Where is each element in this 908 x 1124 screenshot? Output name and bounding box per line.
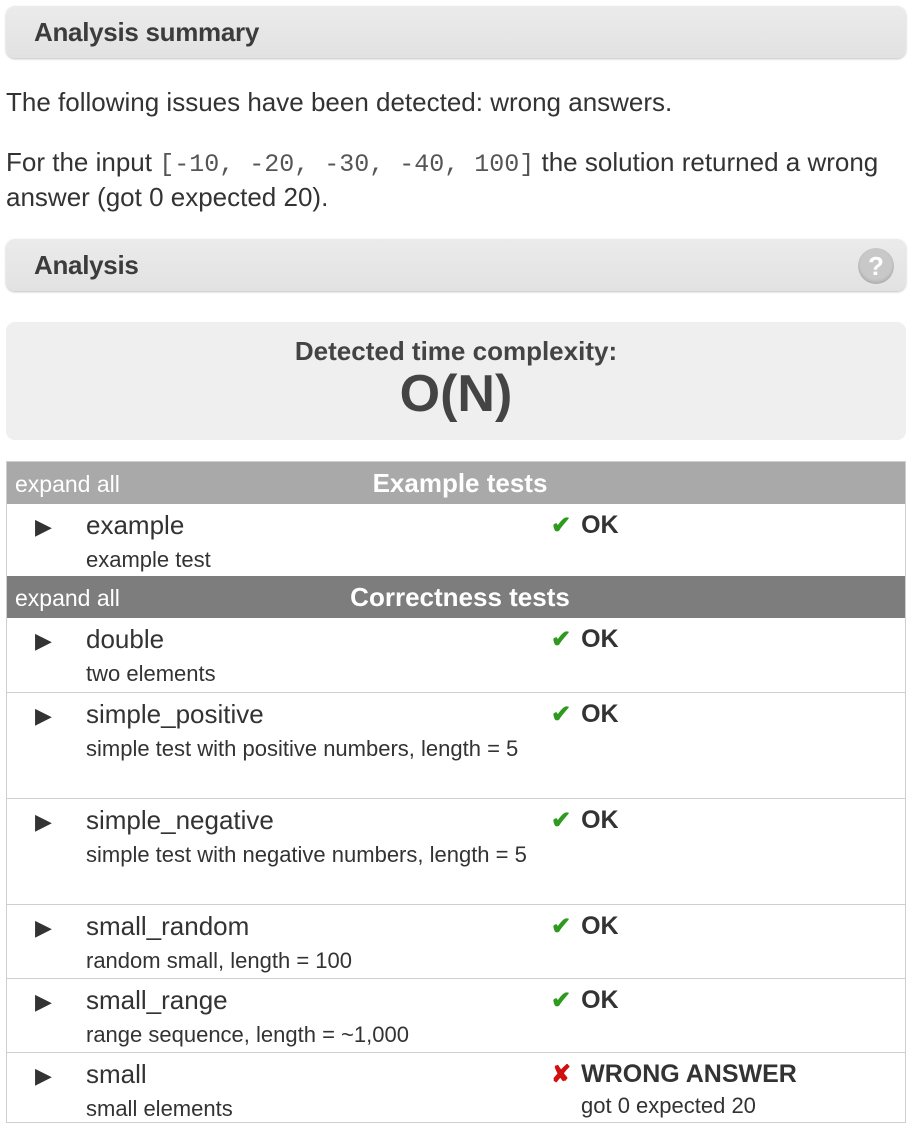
- check-icon: ✔: [551, 807, 572, 834]
- test-description: example test: [86, 547, 211, 572]
- result-label: OK: [581, 912, 619, 940]
- detail-suffix: the solution returned a wrong answer (go…: [6, 147, 879, 212]
- expand-arrow-icon[interactable]: ▶: [35, 915, 52, 940]
- test-name: simple_positive: [86, 699, 264, 729]
- test-name: example: [86, 510, 185, 540]
- failing-input: [-10, -20, -30, -40, 100]: [159, 150, 535, 179]
- complexity-label: Detected time complexity:: [294, 336, 618, 366]
- result-label: OK: [581, 700, 619, 728]
- test-result: ✔ OK: [551, 511, 619, 540]
- test-group-title: Correctness tests: [350, 582, 570, 612]
- complexity-value: O(N): [399, 365, 513, 423]
- help-icon[interactable]: ?: [858, 248, 894, 284]
- result-label: OK: [581, 625, 619, 653]
- result-detail: got 0 expected 20: [581, 1093, 756, 1118]
- issues-summary-text: The following issues have been detected:…: [6, 87, 673, 117]
- analysis-summary-header: Analysis summary: [6, 6, 906, 58]
- result-label: WRONG ANSWER: [581, 1060, 797, 1088]
- analysis-title: Analysis: [34, 249, 139, 280]
- test-row[interactable]: ▶ small small elements ✘ WRONG ANSWER got 0 e…: [7, 1052, 905, 1122]
- test-name: small: [86, 1059, 147, 1089]
- complexity-box: Detected time complexity: O(N): [6, 322, 906, 440]
- tests-table: expand all Example tests ▶ example example t…: [6, 461, 906, 1123]
- check-icon: ✔: [551, 987, 572, 1014]
- expand-all-link[interactable]: expand all: [15, 585, 120, 611]
- test-result: ✔ OK: [551, 986, 619, 1015]
- expand-arrow-icon[interactable]: ▶: [35, 703, 52, 728]
- test-name: small_random: [86, 911, 250, 941]
- expand-arrow-icon[interactable]: ▶: [35, 514, 52, 539]
- analysis-summary-title: Analysis summary: [34, 16, 259, 47]
- test-group-header: expand all Example tests: [7, 462, 905, 504]
- test-name: double: [86, 624, 165, 654]
- expand-all-link[interactable]: expand all: [15, 471, 120, 497]
- test-description: two elements: [86, 661, 216, 686]
- test-name: small_range: [86, 985, 228, 1015]
- test-result: ✔ OK: [551, 806, 619, 835]
- test-row[interactable]: ▶ double two elements ✔ OK: [7, 618, 905, 692]
- result-label: OK: [581, 986, 619, 1014]
- check-icon: ✔: [551, 512, 572, 539]
- expand-arrow-icon[interactable]: ▶: [35, 989, 52, 1014]
- test-result: ✔ OK: [551, 625, 619, 654]
- detail-prefix: For the input: [6, 147, 160, 177]
- test-group-title: Example tests: [372, 468, 548, 498]
- analysis-header: Analysis ?: [6, 239, 906, 291]
- cross-icon: ✘: [551, 1061, 572, 1088]
- expand-arrow-icon[interactable]: ▶: [35, 628, 52, 653]
- result-label: OK: [581, 806, 619, 834]
- wrong-answer-detail: For the input [-10, -20, -30, -40, 100] …: [6, 146, 896, 213]
- expand-arrow-icon[interactable]: ▶: [35, 809, 52, 834]
- test-description: random small, length = 100: [86, 948, 352, 973]
- check-icon: ✔: [551, 701, 572, 728]
- expand-arrow-icon[interactable]: ▶: [35, 1063, 52, 1088]
- test-description: range sequence, length = ~1,000: [86, 1022, 409, 1047]
- test-result: ✘ WRONG ANSWER: [551, 1060, 797, 1089]
- check-icon: ✔: [551, 913, 572, 940]
- test-name: simple_negative: [86, 805, 274, 835]
- check-icon: ✔: [551, 626, 572, 653]
- test-result: ✔ OK: [551, 912, 619, 941]
- test-result: ✔ OK: [551, 700, 619, 729]
- test-description: simple test with positive numbers, lengt…: [86, 736, 519, 761]
- test-description: small elements: [86, 1096, 233, 1121]
- test-group-header: expand all Correctness tests: [7, 576, 905, 618]
- test-row[interactable]: ▶ example example test ✔ OK: [7, 504, 905, 576]
- result-label: OK: [581, 511, 619, 539]
- test-description: simple test with negative numbers, lengt…: [86, 842, 527, 867]
